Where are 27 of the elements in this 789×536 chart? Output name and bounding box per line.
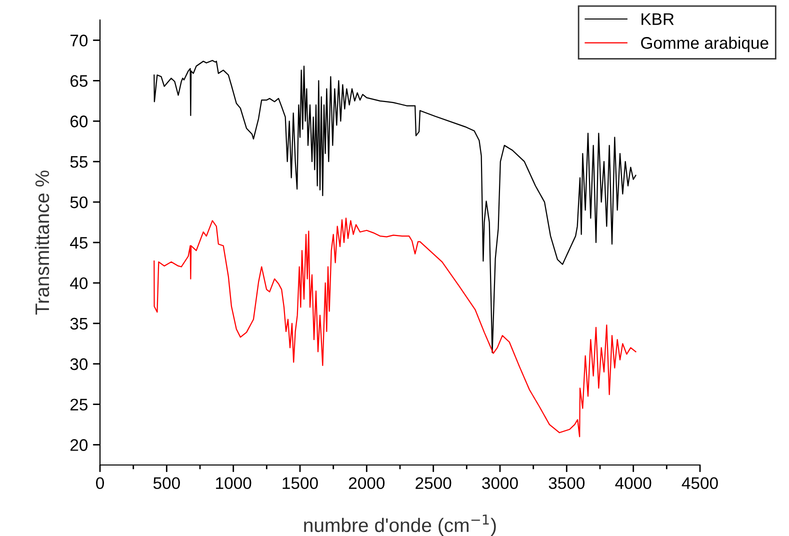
y-tick-label: 45 <box>70 237 88 249</box>
x-tick-label: 2500 <box>416 477 452 490</box>
line-series <box>154 60 636 354</box>
y-tick-label: 20 <box>70 439 88 451</box>
x-tick-label: 1500 <box>282 477 318 490</box>
x-tick-label: 4500 <box>682 477 718 490</box>
y-tick-label: 30 <box>70 358 88 370</box>
x-tick-label: 3000 <box>482 477 518 490</box>
y-tick-label: 50 <box>70 196 88 208</box>
line-series <box>154 218 636 438</box>
y-tick-label: 70 <box>70 34 88 46</box>
y-tick-label: 55 <box>70 156 88 168</box>
x-tick-label: 2000 <box>348 477 385 490</box>
y-tick-label: 65 <box>70 75 88 87</box>
y-axis-title: Transmittance % <box>34 170 50 315</box>
x-tick-label: 4000 <box>615 477 652 490</box>
y-tick-label: 25 <box>70 398 88 411</box>
x-tick-label: 1000 <box>216 477 252 490</box>
y-tick-label: 35 <box>70 318 88 330</box>
legend-label: Gomme arabique <box>641 36 768 52</box>
x-tick-label: 0 <box>96 477 104 490</box>
x-tick-label: 3500 <box>548 477 585 490</box>
x-tick-label: 500 <box>153 477 180 490</box>
y-tick-label: 60 <box>70 116 88 128</box>
x-axis-title: numbre d'onde (cm$^{−1}$) <box>304 514 496 536</box>
y-tick-label: 40 <box>70 277 88 290</box>
legend-label: KBR <box>642 13 674 25</box>
